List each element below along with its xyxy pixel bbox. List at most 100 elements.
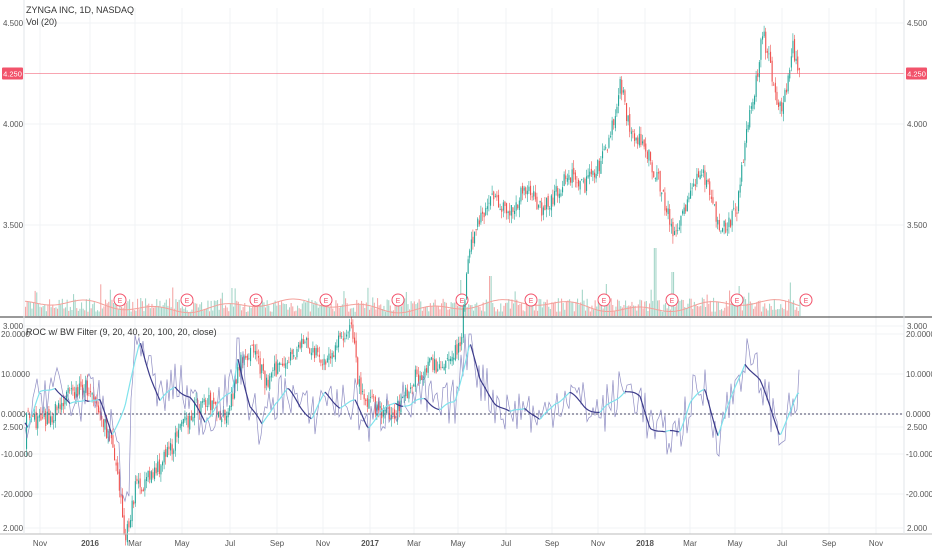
candle-body <box>299 342 301 349</box>
candle-body <box>106 418 108 439</box>
volume-bar <box>623 305 625 316</box>
candle-body <box>422 379 424 380</box>
volume-legend: Vol (20) <box>26 17 58 27</box>
candle-body <box>562 187 564 193</box>
volume-bar <box>525 302 527 316</box>
candle-body <box>402 396 404 398</box>
candle-body <box>610 136 612 137</box>
candle-body <box>251 345 253 346</box>
candle-body <box>384 409 386 412</box>
candle-body <box>123 515 125 535</box>
volume-bar <box>293 311 295 316</box>
volume-bar <box>335 300 337 316</box>
candle-body <box>282 363 284 366</box>
volume-bar <box>450 302 452 316</box>
volume-bar <box>189 311 191 316</box>
candle-body <box>259 358 261 374</box>
candle-body <box>221 418 223 423</box>
volume-bar <box>404 298 406 316</box>
volume-bar <box>82 308 84 316</box>
volume-bar <box>196 303 198 316</box>
volume-bar <box>585 310 587 316</box>
candle-body <box>144 479 146 491</box>
candle-body <box>269 376 271 390</box>
candle-body <box>534 192 536 200</box>
volume-bar <box>113 303 115 316</box>
volume-bar <box>151 303 153 316</box>
candle-body <box>744 143 746 161</box>
roc-layer <box>24 333 904 503</box>
volume-bar <box>199 304 201 316</box>
volume-bar <box>485 299 487 316</box>
candle-body <box>758 62 760 78</box>
volume-bar <box>50 307 52 316</box>
volume-bar <box>557 298 559 316</box>
candle-body <box>493 191 495 200</box>
candle-body <box>262 363 264 371</box>
volume-bar <box>513 303 515 316</box>
candle-body <box>83 390 85 398</box>
candle-body <box>517 204 519 209</box>
volume-bar <box>562 303 564 316</box>
candle-body <box>694 184 696 187</box>
candle-body <box>266 377 268 386</box>
candle-body <box>435 359 437 373</box>
roc-filter-line <box>779 392 800 436</box>
volume-bar <box>449 309 451 316</box>
volume-bar <box>85 299 87 316</box>
candle-body <box>736 212 738 214</box>
volume-bar <box>778 309 780 316</box>
volume-bar <box>577 298 579 316</box>
volume-bar <box>629 305 631 316</box>
volume-bar <box>532 300 534 316</box>
candle-body <box>53 420 55 423</box>
volume-bar <box>210 300 212 316</box>
volume-bar <box>783 309 785 316</box>
volume-bar <box>604 298 606 316</box>
candle-body <box>379 405 381 409</box>
candle-body <box>179 424 181 429</box>
candle-body <box>352 324 354 339</box>
candle-body <box>672 222 674 237</box>
candle-body <box>318 354 320 357</box>
y-tick-label-right: 3.000 <box>907 322 928 331</box>
volume-bar <box>137 298 139 316</box>
candle-body <box>141 489 143 492</box>
volume-bar <box>52 304 54 316</box>
candle-body <box>718 220 720 231</box>
candle-body <box>430 357 432 360</box>
candle-body <box>558 193 560 199</box>
volume-bar <box>642 308 644 316</box>
candle-body <box>253 344 255 353</box>
earnings-marker-letter: E <box>460 298 465 305</box>
volume-bar <box>330 304 332 316</box>
roc-filter-line <box>354 399 369 429</box>
candle-body <box>99 411 101 414</box>
candle-body <box>470 239 472 252</box>
volume-bar <box>732 303 734 316</box>
candle-body <box>355 340 357 358</box>
volume-bar <box>188 312 190 316</box>
candle-body <box>616 106 618 114</box>
volume-bar <box>538 298 540 316</box>
volume-bar <box>303 301 305 316</box>
candle-body <box>120 493 122 498</box>
candle-body <box>346 334 348 337</box>
volume-bar <box>466 306 468 316</box>
candle-body <box>320 359 322 363</box>
volume-bar <box>276 305 278 316</box>
volume-bar <box>535 301 537 316</box>
candle-body <box>658 172 660 174</box>
volume-bar <box>167 305 169 316</box>
volume-bar <box>724 307 726 316</box>
volume-bar <box>517 305 519 316</box>
volume-bar <box>249 306 251 316</box>
roc-tick-label-right: -10.0000 <box>906 450 932 459</box>
x-tick-label: Mar <box>683 539 697 548</box>
volume-bar <box>573 311 575 316</box>
candle-body <box>762 36 764 40</box>
candle-body <box>354 337 356 344</box>
candle-body <box>749 110 751 128</box>
x-tick-label: Jul <box>225 539 235 548</box>
volume-bar <box>527 303 529 316</box>
